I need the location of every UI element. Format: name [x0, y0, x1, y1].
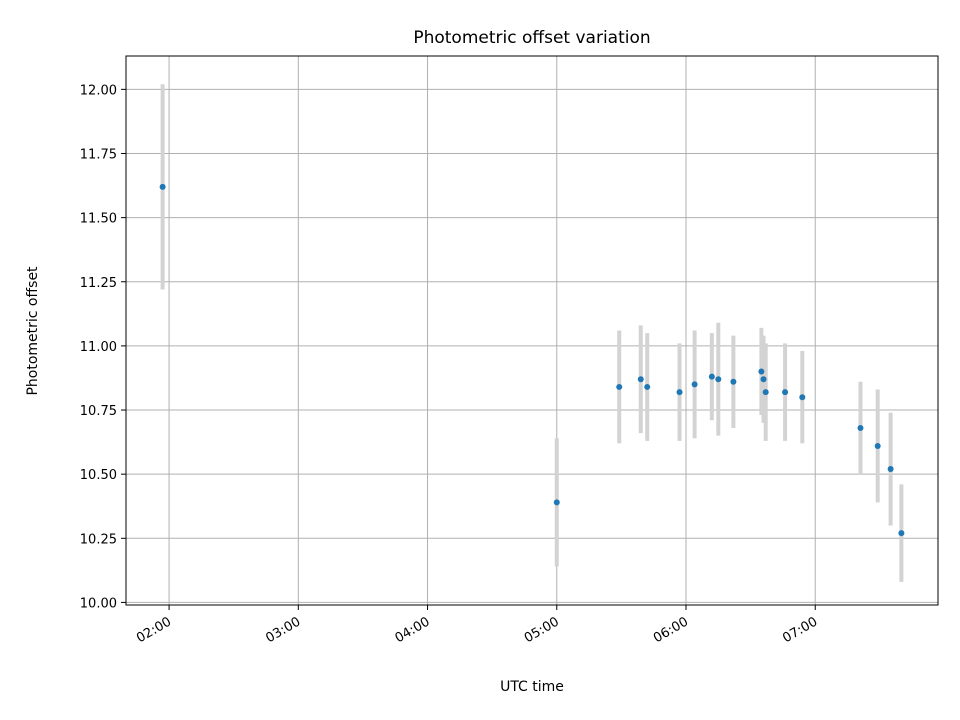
data-point [887, 466, 894, 473]
y-tick-label: 11.25 [80, 276, 117, 291]
data-point [691, 381, 698, 388]
y-tick-label: 10.50 [80, 468, 117, 483]
y-tick-label: 10.00 [80, 596, 117, 611]
x-tick-label: 03:00 [263, 614, 303, 646]
chart-title: Photometric offset variation [413, 28, 650, 48]
data-points [159, 183, 905, 537]
data-point [760, 376, 767, 383]
data-point [676, 389, 683, 396]
data-point [730, 378, 737, 385]
data-point [637, 376, 644, 383]
data-point [898, 530, 905, 537]
y-tick-label: 11.50 [80, 212, 117, 227]
y-tick-label: 11.00 [80, 340, 117, 355]
x-tick-label: 04:00 [393, 614, 433, 646]
x-tick-label: 06:00 [651, 614, 691, 646]
y-tick-label: 10.75 [80, 404, 117, 419]
data-point [159, 183, 166, 190]
x-tick-label: 02:00 [134, 614, 174, 646]
y-axis-label: Photometric offset [25, 266, 41, 396]
data-point [708, 373, 715, 380]
data-point [758, 368, 765, 375]
axis-ticks: 02:00 03:00 04:00 05:00 06:00 07:00 10.00 10.25… [80, 83, 820, 646]
data-point [762, 389, 769, 396]
y-tick-label: 11.75 [80, 147, 117, 162]
data-point [874, 442, 881, 449]
y-tick-label: 10.25 [80, 532, 117, 547]
x-tick-label: 07:00 [780, 614, 820, 646]
data-point [644, 383, 651, 390]
grid [126, 56, 938, 605]
data-point [553, 499, 560, 506]
data-point [616, 383, 623, 390]
error-bars [160, 84, 904, 582]
data-point [799, 394, 806, 401]
data-point [857, 424, 864, 431]
data-point [715, 376, 722, 383]
x-axis-label: UTC time [500, 679, 564, 695]
x-tick-label: 05:00 [522, 614, 562, 646]
data-point [782, 389, 789, 396]
y-tick-label: 12.00 [80, 83, 117, 98]
plot-frame [125, 55, 939, 606]
